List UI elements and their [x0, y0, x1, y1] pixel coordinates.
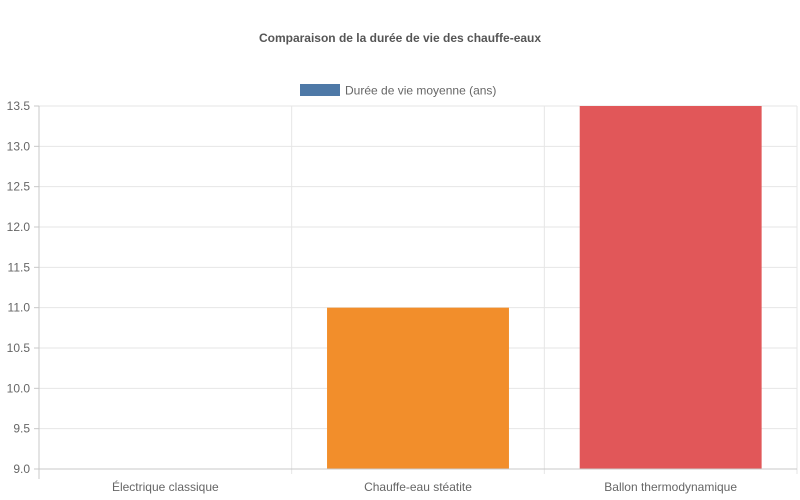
- y-tick-label: 10.0: [7, 381, 31, 395]
- axes: [34, 105, 797, 479]
- y-tick-label: 11.5: [8, 260, 31, 274]
- x-tick-label: Ballon thermodynamique: [604, 480, 737, 494]
- y-tick-label: 13.0: [7, 139, 31, 153]
- y-tick-label: 12.5: [7, 180, 31, 194]
- y-tick-label: 10.5: [7, 341, 31, 355]
- bar: [327, 307, 509, 469]
- y-tick-label: 12.0: [7, 220, 31, 234]
- x-axis-ticks: Électrique classique Chauffe-eau stéatite…: [112, 479, 737, 494]
- y-tick-label: 11.0: [8, 301, 31, 315]
- bar: [579, 106, 762, 469]
- legend-label: Durée de vie moyenne (ans): [345, 84, 496, 98]
- x-tick-label: Électrique classique: [112, 479, 219, 494]
- legend: Durée de vie moyenne (ans): [300, 84, 496, 98]
- y-tick-label: 9.0: [13, 462, 30, 476]
- y-axis-ticks: 13.5 13.0 12.5 12.0 11.5 11.0 10.5 10.0 9.5 9.0: [7, 99, 31, 476]
- chart-title: Comparaison de la durée de vie des chauf…: [259, 31, 541, 45]
- bars: [327, 106, 762, 469]
- x-tick-label: Chauffe-eau stéatite: [364, 480, 472, 494]
- y-tick-label: 9.5: [13, 422, 30, 436]
- y-tick-label: 13.5: [7, 99, 31, 113]
- legend-swatch: [300, 84, 340, 96]
